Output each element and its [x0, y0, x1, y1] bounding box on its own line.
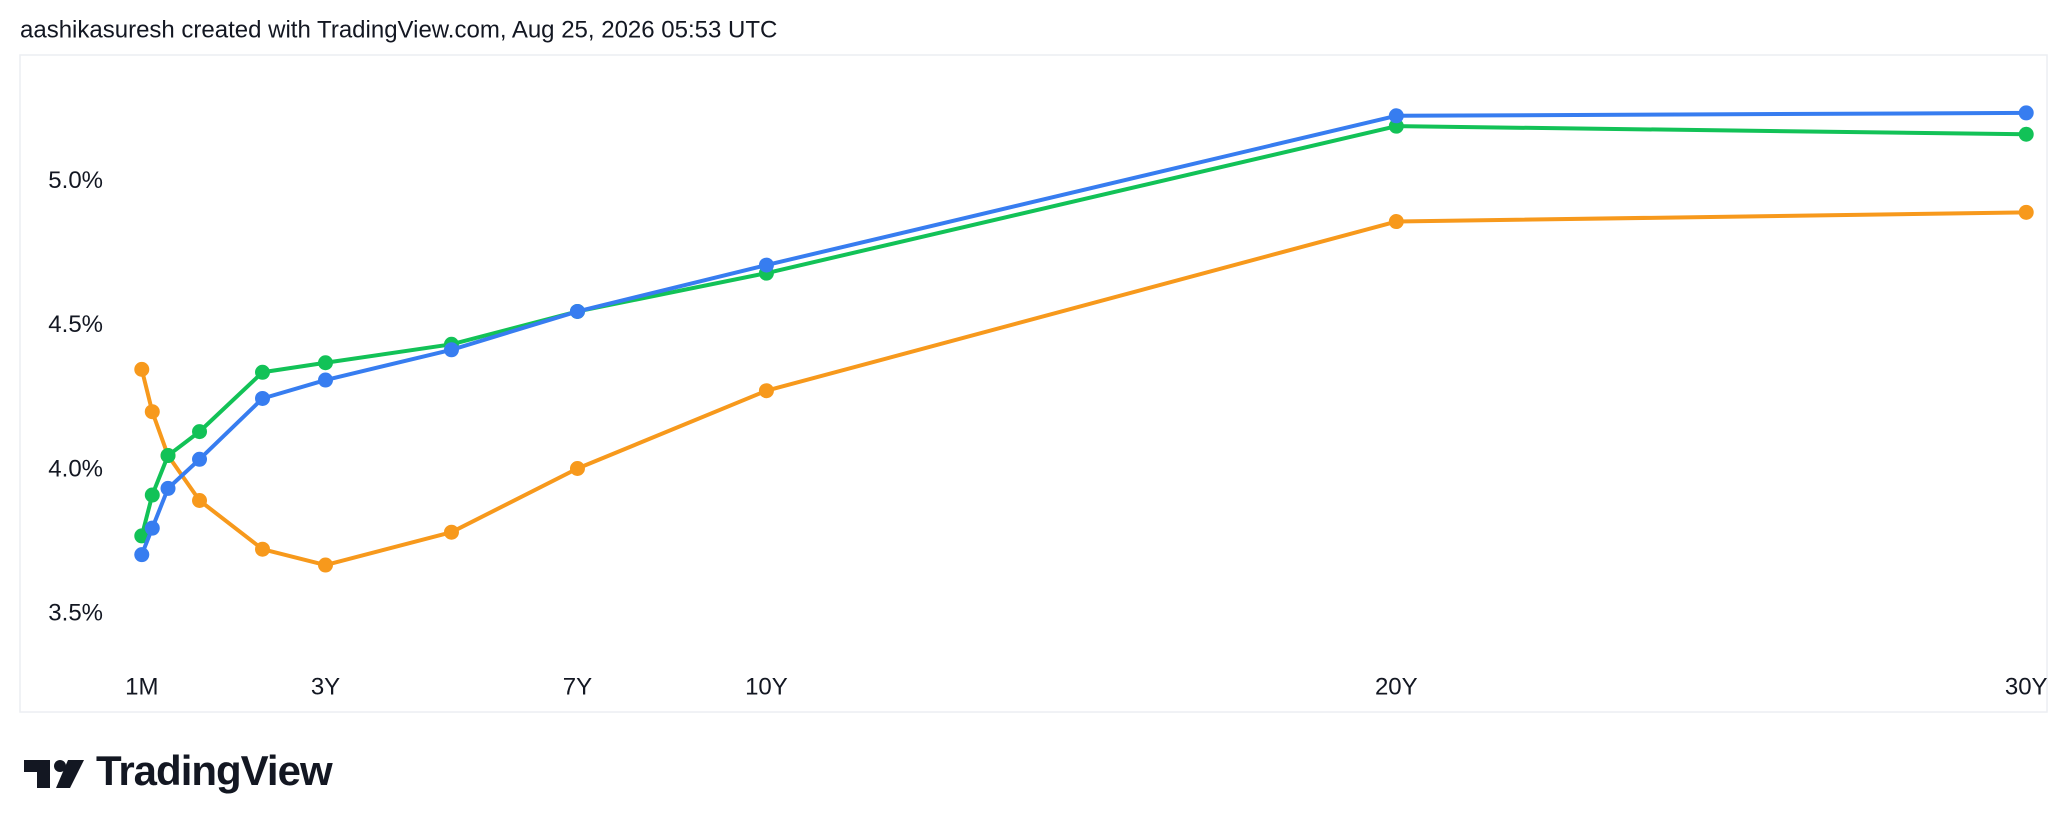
x-tick-label: 3Y: [311, 673, 340, 700]
x-tick-label: 10Y: [745, 673, 788, 700]
data-point: [2018, 126, 2034, 142]
data-point: [758, 383, 774, 399]
data-point: [255, 390, 271, 406]
data-point: [144, 487, 160, 503]
header: aashikasuresh created with TradingView.c…: [20, 16, 777, 43]
data-point: [443, 524, 459, 540]
data-point: [569, 461, 585, 477]
x-tick-label: 7Y: [563, 673, 592, 700]
y-tick-label: 4.5%: [48, 311, 103, 338]
data-point: [144, 404, 160, 420]
data-point: [255, 541, 271, 557]
data-point: [192, 424, 208, 440]
data-point: [134, 528, 150, 544]
series-line: [139, 210, 2027, 568]
series-line: [139, 124, 2027, 537]
data-point: [160, 480, 176, 496]
data-point: [2018, 204, 2034, 220]
data-point: [569, 303, 585, 319]
data-point: [192, 451, 208, 467]
data-point: [1388, 108, 1404, 124]
data-point: [192, 492, 208, 508]
logo-text: TradingView: [96, 747, 333, 794]
data-point: [317, 355, 333, 371]
x-tick-label: 1M: [125, 673, 158, 700]
data-point: [1388, 118, 1404, 134]
chart-frame: [19, 54, 2048, 713]
data-point: [160, 448, 176, 464]
data-point: [443, 342, 459, 358]
data-point: [144, 520, 160, 536]
series-line: [139, 110, 2027, 556]
y-tick-label: 4.0%: [48, 455, 103, 482]
data-point: [134, 547, 150, 563]
data-point: [1388, 214, 1404, 230]
data-point: [758, 257, 774, 273]
data-point: [255, 364, 271, 380]
data-point: [134, 361, 150, 377]
y-tick-label: 3.5%: [48, 599, 103, 626]
data-point: [317, 372, 333, 388]
y-tick-label: 5.0%: [48, 167, 103, 194]
x-tick-label: 30Y: [2005, 673, 2048, 700]
x-tick-label: 20Y: [1375, 673, 1418, 700]
data-point: [2018, 105, 2034, 121]
data-point: [317, 557, 333, 573]
logo-icon: [24, 760, 84, 788]
